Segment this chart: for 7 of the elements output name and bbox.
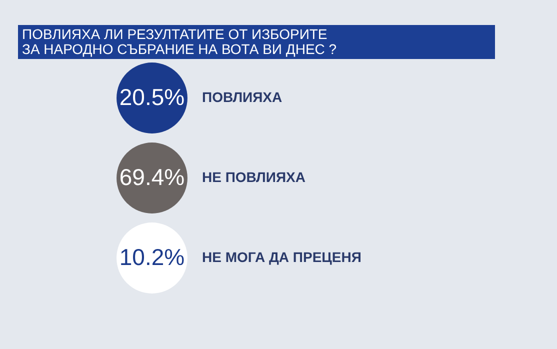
- data-label: 69.4%: [119, 164, 185, 190]
- text: ПОВЛИЯХА ЛИ РЕЗУЛТАТИТЕ ОТ ИЗБОРИТЕ ЗА НАРОДНО СЪБРАНИЕ НА ВОТА ВИ ДНЕС ?: [22, 26, 337, 57]
- category-label: ПОВЛИЯХА: [202, 89, 282, 105]
- data-label: 20.5%: [119, 84, 185, 110]
- data-label: 10.2%: [119, 244, 185, 270]
- category-label: НЕ МОГА ДА ПРЕЦЕНЯ: [202, 249, 362, 265]
- category-label: НЕ ПОВЛИЯХА: [202, 169, 306, 185]
